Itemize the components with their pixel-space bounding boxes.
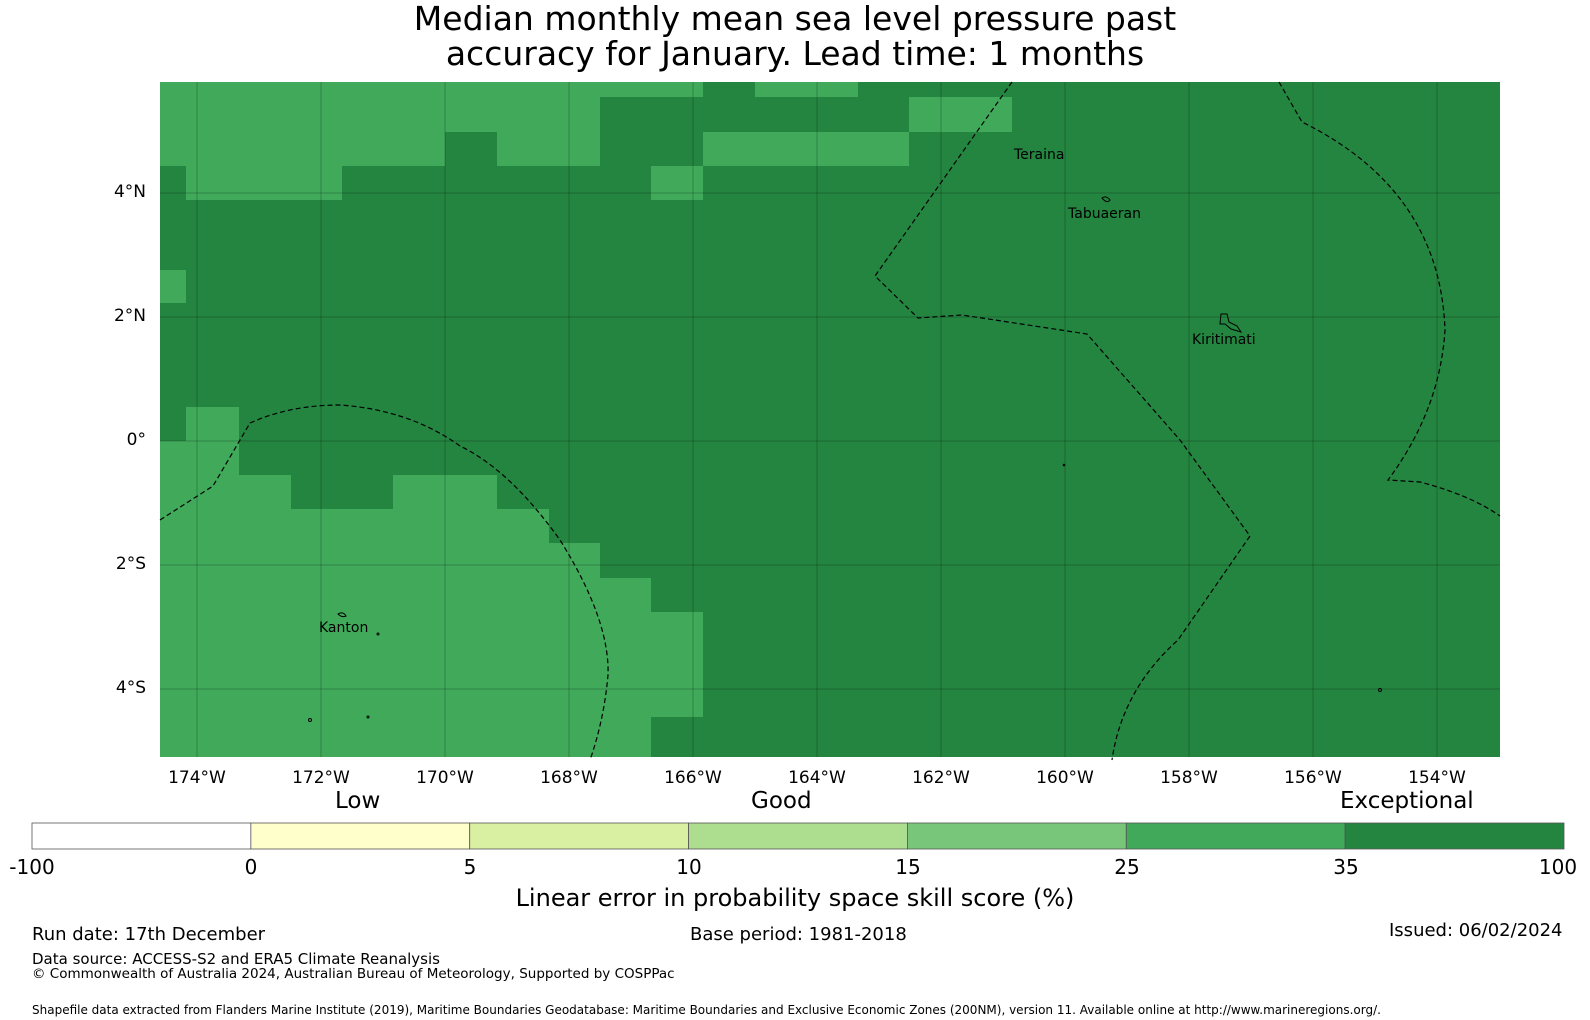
skill-cell-very-high <box>186 407 239 441</box>
eez-arc-line-islands <box>1278 81 1501 517</box>
skill-cell-very-high <box>160 612 703 717</box>
lon-label-158w: 158°W <box>1160 768 1218 788</box>
place-label-kanton: Kanton <box>319 620 369 636</box>
lon-label-162w: 162°W <box>912 768 970 788</box>
islet-dot <box>376 632 380 636</box>
lon-label-172w: 172°W <box>292 768 350 788</box>
lon-label-170w: 170°W <box>416 768 474 788</box>
skill-cell-very-high <box>160 578 651 612</box>
base-period: Base period: 1981-2018 <box>690 924 907 945</box>
colorbar-tick: 5 <box>463 855 477 879</box>
colorbar-segment <box>688 822 908 850</box>
skill-cell-very-high <box>909 97 1012 132</box>
skill-cell-very-high <box>186 166 342 200</box>
skill-cell-very-high <box>160 132 445 166</box>
skill-cell-very-high <box>160 717 651 757</box>
colorbar-tick: 0 <box>244 855 258 879</box>
data-source: Data source: ACCESS-S2 and ERA5 Climate … <box>32 950 440 968</box>
colorbar-tick: -100 <box>9 855 55 879</box>
colorbar-segment <box>907 822 1127 850</box>
colorbar-category-low: Low <box>335 788 381 814</box>
issued-date: Issued: 06/02/2024 <box>1389 920 1563 941</box>
skill-cell-very-high <box>703 132 909 166</box>
lon-label-168w: 168°W <box>540 768 598 788</box>
island-outlines <box>308 196 1382 722</box>
colorbar-segment <box>1125 822 1346 850</box>
lat-label-4n: 4°N <box>113 182 146 202</box>
skill-cell-very-high <box>600 82 703 97</box>
colorbar-category-good: Good <box>751 788 812 814</box>
colorbar-label: Linear error in probability space skill … <box>515 884 1075 912</box>
colorbar-segment <box>31 822 252 850</box>
islet-dot <box>366 715 370 719</box>
skill-cell-very-high <box>342 509 549 543</box>
islet-dot <box>1378 688 1382 692</box>
run-date: Run date: 17th December <box>32 924 266 945</box>
place-label-teraina: Teraina <box>1014 147 1065 163</box>
lon-label-160w: 160°W <box>1036 768 1094 788</box>
lat-label-2n: 2°N <box>113 306 146 326</box>
skill-cell-very-high <box>160 543 600 578</box>
skill-cell-very-high <box>160 270 186 303</box>
kanton-outline <box>337 612 347 618</box>
colorbar <box>31 822 1565 850</box>
skill-cell-very-high <box>160 475 291 543</box>
lon-label-164w: 164°W <box>788 768 846 788</box>
skill-cell-very-high <box>393 475 497 509</box>
tabuaeran-outline <box>1101 196 1111 203</box>
colorbar-category-exceptional: Exceptional <box>1340 788 1474 814</box>
skill-grid <box>160 82 1500 757</box>
colorbar-tick: 25 <box>1114 855 1140 879</box>
colorbar-tick: 100 <box>1538 855 1578 879</box>
place-label-tabuaeran: Tabuaeran <box>1068 206 1141 222</box>
lat-label-equator: 0° <box>126 430 146 450</box>
lon-label-174w: 174°W <box>168 768 226 788</box>
skill-cell-very-high <box>291 509 342 543</box>
skill-cell-very-high <box>160 441 239 475</box>
eez-line-line-islands <box>874 81 1251 761</box>
eez-arc-phoenix-islands <box>159 404 609 761</box>
skill-cell-very-high <box>497 132 600 166</box>
copyright: © Commonwealth of Australia 2024, Austra… <box>32 966 675 982</box>
skill-cell-very-high <box>651 166 703 200</box>
skill-cell-very-high <box>755 82 858 97</box>
colorbar-tick: 10 <box>676 855 702 879</box>
islet-dot <box>308 718 312 722</box>
colorbar-segment <box>469 822 689 850</box>
colorbar-tick: 15 <box>895 855 921 879</box>
colorbar-tick: 35 <box>1333 855 1359 879</box>
lat-label-4s: 4°S <box>115 678 146 698</box>
islet-dot <box>1062 463 1066 467</box>
lon-label-156w: 156°W <box>1284 768 1342 788</box>
place-label-kiritimati: Kiritimati <box>1192 332 1256 348</box>
graticule <box>160 82 1500 757</box>
map-title-line-2: accuracy for January. Lead time: 1 month… <box>445 34 1145 73</box>
shapefile-credit: Shapefile data extracted from Flanders M… <box>32 1003 1381 1017</box>
colorbar-segment <box>1344 822 1565 850</box>
lon-label-154w: 154°W <box>1408 768 1466 788</box>
kiritimati-outline <box>1219 313 1243 333</box>
eez-boundaries <box>159 81 1501 761</box>
lat-label-2s: 2°S <box>115 554 146 574</box>
map-title-line-1: Median monthly mean sea level pressure p… <box>413 0 1177 38</box>
colorbar-segment <box>250 822 471 850</box>
skill-cell-very-high <box>160 82 600 132</box>
lon-label-166w: 166°W <box>664 768 722 788</box>
